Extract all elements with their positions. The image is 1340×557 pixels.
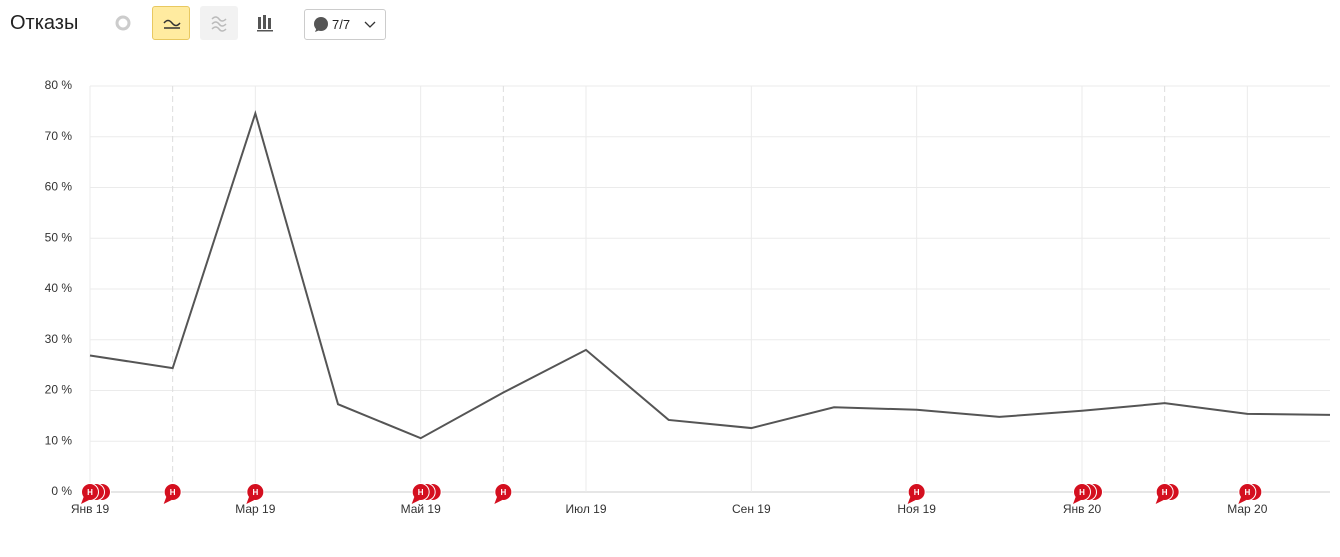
annotation-tail: [907, 496, 916, 504]
comments-dropdown[interactable]: 7/7: [304, 9, 386, 40]
annotation-label: Н: [87, 488, 93, 497]
annotation-bubble: [246, 483, 265, 501]
y-tick-label: 60 %: [45, 180, 73, 194]
annotation-bubble: [1073, 483, 1091, 501]
annotation-label: Н: [1244, 488, 1250, 497]
y-tick-label: 20 %: [45, 383, 73, 397]
annotation-bubble: [494, 483, 513, 501]
x-tick-label: Мар 19: [235, 502, 275, 516]
annotation-bubble: [907, 483, 926, 501]
pie-button[interactable]: [104, 6, 142, 40]
annotation[interactable]: Н: [1155, 483, 1180, 505]
y-tick-label: 0 %: [51, 484, 72, 498]
y-tick-label: 70 %: [45, 129, 73, 143]
icon: [163, 19, 181, 29]
annotation-tail: [246, 496, 255, 504]
annotation-label: Н: [1162, 488, 1168, 497]
icon: [314, 17, 328, 32]
line-button[interactable]: [152, 6, 190, 40]
line: [89, 109, 1331, 440]
annotation-tail: [411, 496, 420, 504]
annotation[interactable]: Н: [411, 483, 442, 505]
x-tick-label: Янв 19: [71, 502, 110, 516]
icon: [115, 15, 131, 31]
annotation[interactable]: Н: [163, 483, 182, 505]
x-tick-label: Янв 20: [1063, 502, 1102, 516]
x-tick-label: Ноя 19: [897, 502, 936, 516]
annotation-tail: [494, 496, 503, 504]
annotation-tail: [81, 496, 89, 504]
chevron: [364, 21, 376, 28]
annotation-bubble: [1155, 483, 1174, 501]
x-tick-label: Май 19: [401, 502, 442, 516]
annotation[interactable]: Н: [907, 483, 926, 505]
y-tick-label: 80 %: [45, 78, 73, 92]
x-tick-label: Мар 20: [1227, 502, 1267, 516]
y-tick-label: 30 %: [45, 332, 73, 346]
area-button[interactable]: [200, 6, 238, 40]
annotation[interactable]: Н: [1073, 483, 1103, 505]
annotation-bubble: [81, 483, 99, 501]
annotation-label: Н: [1079, 488, 1085, 497]
annotation-label: Н: [170, 488, 176, 497]
annotation-label: Н: [252, 488, 258, 497]
y-tick-label: 40 %: [45, 281, 73, 295]
annotation-tail: [163, 496, 172, 504]
header: Отказы 7/7: [0, 0, 1340, 50]
y-tick-label: 50 %: [45, 230, 73, 244]
annotation-tail: [1155, 496, 1164, 504]
bar-button[interactable]: [246, 6, 284, 40]
annotation-bubble: [1238, 483, 1257, 501]
x-tick-label: Июл 19: [565, 502, 606, 516]
annotation-label: Н: [418, 488, 424, 497]
comment-counter: 7/7: [332, 17, 351, 32]
icon: [257, 15, 273, 32]
icon: [211, 16, 227, 32]
annotation-label: Н: [914, 488, 920, 497]
annotation-tail: [1073, 496, 1081, 504]
annotation-tail: [1238, 496, 1247, 504]
annotation-label: Н: [500, 488, 506, 497]
annotation[interactable]: Н: [81, 483, 111, 505]
annotation[interactable]: Н: [494, 483, 513, 505]
annotation[interactable]: Н: [1238, 483, 1263, 505]
title: Отказы: [10, 12, 79, 34]
annotation-bubble: [163, 483, 182, 501]
x-tick-label: Сен 19: [732, 502, 771, 516]
annotation[interactable]: Н: [246, 483, 265, 505]
annotation-bubble: [411, 483, 430, 501]
y-tick-label: 10 %: [45, 433, 73, 447]
